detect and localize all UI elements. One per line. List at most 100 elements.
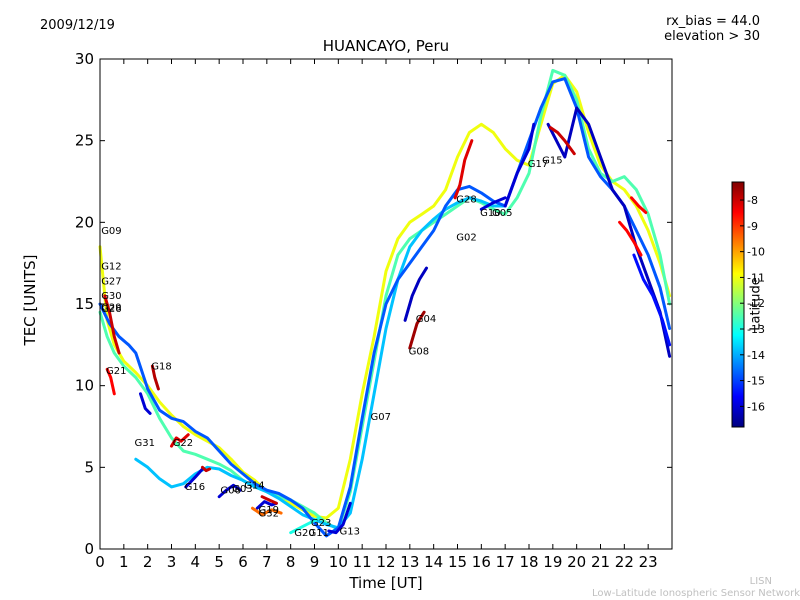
tec-series-16 — [170, 433, 190, 448]
satellite-label-G31: G31 — [135, 438, 155, 449]
satellite-label-G11: G11 — [309, 528, 329, 539]
x-tick-label: 9 — [310, 553, 320, 571]
date-label: 2009/12/19 — [40, 18, 115, 33]
satellite-label-G13: G13 — [340, 526, 360, 537]
colorbar-tick-label: -10 — [747, 246, 765, 259]
tec-series-19 — [453, 139, 474, 200]
satellite-label-G18: G18 — [151, 361, 171, 372]
colorbar-tick-label: -9 — [747, 220, 758, 233]
satellite-label-G08: G08 — [409, 347, 429, 358]
tec-series-14 — [105, 367, 116, 396]
tec-series-7 — [255, 500, 278, 510]
tec-series-26 — [289, 516, 321, 535]
y-tick-label: 30 — [75, 50, 94, 68]
x-tick-label: 22 — [615, 553, 634, 571]
colorbar-tick-label: -8 — [747, 194, 758, 207]
satellite-label-G09: G09 — [101, 226, 121, 237]
tec-series-15 — [150, 364, 160, 391]
satellite-label-G02: G02 — [456, 232, 476, 243]
footer-network: Low-Latitude Ionospheric Sensor Network — [592, 588, 800, 599]
tec-series-10 — [479, 196, 507, 211]
satellite-label-G06: G06 — [220, 485, 240, 496]
x-tick-label: 7 — [262, 553, 272, 571]
y-tick-label: 5 — [84, 458, 94, 476]
x-tick-label: 18 — [519, 553, 538, 571]
x-tick-label: 12 — [376, 553, 395, 571]
x-tick-label: 1 — [119, 553, 129, 571]
x-tick-label: 20 — [567, 553, 586, 571]
x-tick-label: 17 — [496, 553, 515, 571]
colorbar — [731, 181, 745, 428]
y-tick-label: 20 — [75, 213, 94, 231]
x-tick-label: 11 — [353, 553, 372, 571]
tec-series-22 — [630, 196, 648, 214]
y-tick-label: 10 — [75, 377, 94, 395]
satellite-label-G12: G12 — [101, 262, 121, 273]
satellite-label-G26: G26 — [101, 304, 121, 315]
colorbar-tick-label: -15 — [747, 375, 765, 388]
x-tick-label: 0 — [95, 553, 105, 571]
colorbar-tick-label: -16 — [747, 400, 765, 413]
x-tick-label: 19 — [543, 553, 562, 571]
colorbar-tick-label: -11 — [747, 271, 765, 284]
tec-series-0 — [98, 73, 672, 520]
x-tick-label: 8 — [286, 553, 296, 571]
tec-series-4 — [546, 106, 672, 358]
satellite-label-G19: G19 — [258, 505, 278, 516]
tec-series-24 — [632, 253, 672, 347]
elevation-label: elevation > 30 — [664, 29, 760, 44]
tec-series-8 — [327, 501, 352, 535]
satellite-label-G05: G05 — [492, 208, 512, 219]
x-tick-label: 14 — [424, 553, 443, 571]
tec-series-12 — [184, 467, 204, 489]
x-axis-label: Time [UT] — [349, 574, 423, 592]
x-tick-label: 4 — [191, 553, 201, 571]
colorbar-label: Latitude — [748, 277, 764, 331]
colorbar-tick-label: -12 — [747, 297, 765, 310]
tec-series-18 — [408, 310, 426, 350]
satellite-label-G17: G17 — [528, 159, 548, 170]
x-tick-label: 3 — [167, 553, 177, 571]
colorbar-tick-label: -13 — [747, 323, 765, 336]
satellite-label-G03: G03 — [232, 484, 252, 495]
tec-series-11 — [503, 122, 536, 208]
tec-series-17 — [260, 495, 278, 505]
tec-series-3 — [98, 77, 672, 538]
tec-series-20 — [549, 126, 576, 156]
x-tick-label: 16 — [472, 553, 491, 571]
colorbar-ticks: -8 -9 -10 -11 -12 -13 -14 -15 -16 — [740, 194, 765, 413]
satellite-label-G22: G22 — [173, 438, 193, 449]
series-layer — [98, 68, 672, 538]
x-axis: 0 1 2 3 4 5 6 7 8 9 10 11 12 13 14 15 16 17 18 19 20 21 22 23 — [95, 59, 658, 571]
footer-lisn: LISN — [749, 576, 772, 587]
y-tick-label: 0 — [84, 540, 94, 558]
x-tick-label: 23 — [639, 553, 658, 571]
rx-bias-label: rx_bias = 44.0 — [666, 14, 760, 29]
satellite-label-G32: G32 — [258, 508, 278, 519]
satellite-label-G10: G10 — [480, 208, 500, 219]
tec-series-9 — [403, 266, 428, 322]
satellite-label-G23: G23 — [311, 518, 331, 529]
tec-series-21 — [618, 220, 643, 257]
satellite-label-G29: G29 — [101, 303, 121, 314]
chart-title: HUANCAYO, Peru — [322, 37, 450, 55]
tec-series-6 — [217, 483, 243, 499]
satellite-label-G20: G20 — [294, 528, 314, 539]
x-tick-label: 10 — [329, 553, 348, 571]
satellite-label-G07: G07 — [371, 412, 391, 423]
y-axis: 0 5 10 15 20 25 30 — [75, 50, 672, 558]
y-tick-label: 25 — [75, 132, 94, 150]
y-axis-label: TEC [UNITS] — [21, 254, 39, 346]
x-tick-label: 2 — [143, 553, 153, 571]
colorbar-tick-label: -14 — [747, 349, 765, 362]
satellite-label-G04: G04 — [416, 314, 436, 325]
x-tick-label: 6 — [238, 553, 248, 571]
x-tick-label: 5 — [214, 553, 224, 571]
satellite-label-G27: G27 — [101, 276, 121, 287]
satellite-label-G16: G16 — [185, 482, 205, 493]
tec-series-5 — [139, 392, 152, 415]
x-tick-label: 15 — [448, 553, 467, 571]
y-tick-label: 15 — [75, 295, 94, 313]
